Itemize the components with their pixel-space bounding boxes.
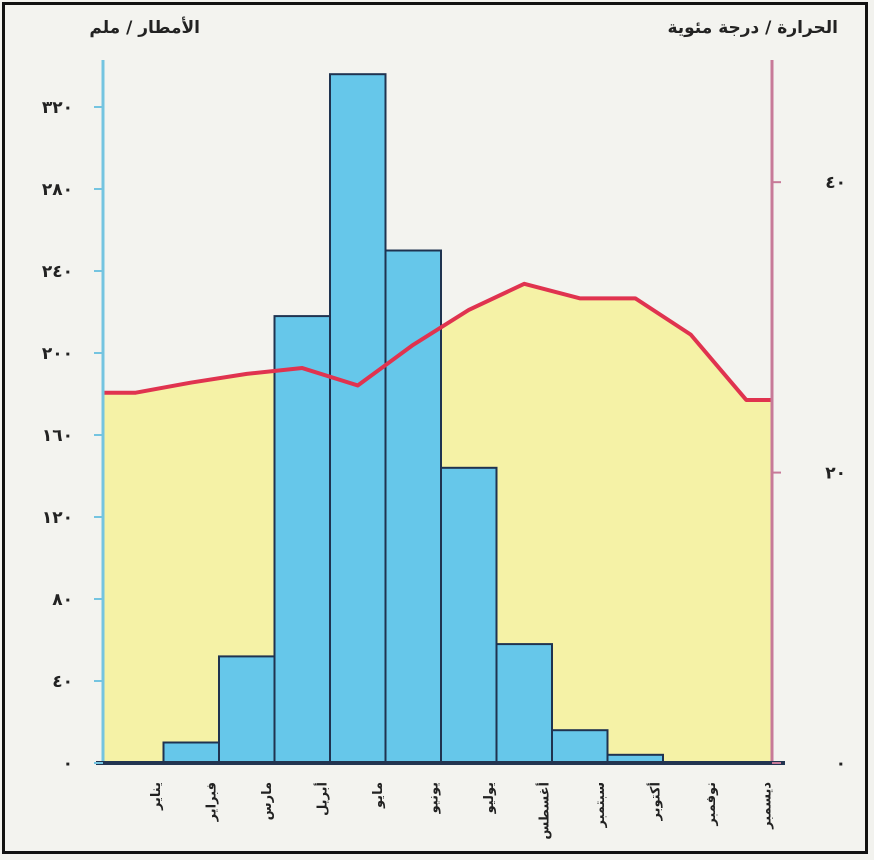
month-label: مارس <box>260 782 275 820</box>
month-label: أكتوبر <box>646 782 663 821</box>
right-tick-label: ٠ <box>836 754 846 774</box>
month-label: أبريل <box>313 782 330 816</box>
rainfall-bars <box>162 73 664 765</box>
left-axis-ticks: ٠ ٤٠ ٨٠ ١٢٠ ١٦٠ ٢٠٠ ٢٤٠ ٢٨٠ ٣٢٠ <box>42 98 103 774</box>
left-tick-label: ٤٠ <box>52 672 73 692</box>
month-label: يوليو <box>482 782 497 814</box>
temperature-line <box>103 281 772 402</box>
rain-bar-9 <box>551 729 609 765</box>
left-tick-label: ١٦٠ <box>42 426 73 446</box>
month-label: ديسمبر <box>759 782 774 830</box>
left-tick-label: ١٢٠ <box>42 508 73 528</box>
month-labels: يناير فبراير مارس أبريل مايو يونيو يوليو أغسطس س… <box>149 782 775 840</box>
month-label: يناير <box>149 782 164 811</box>
left-tick-label: ٢٨٠ <box>42 180 73 200</box>
left-axis-title: الأمطار / ملم <box>89 17 200 38</box>
month-label: فبراير <box>204 782 219 822</box>
month-label: يونيو <box>426 782 441 814</box>
month-label: مايو <box>371 782 386 809</box>
rain-bar-6 <box>384 249 442 764</box>
rain-bar-7 <box>440 466 498 764</box>
right-tick-label: ٤٠ <box>825 173 846 193</box>
left-tick-label: ٢٠٠ <box>42 344 73 364</box>
month-label: سبتمبر <box>593 782 608 829</box>
rain-bar-3 <box>218 655 276 765</box>
right-axis-title: الحرارة / درجة مئوية <box>667 18 838 38</box>
left-tick-label: ٨٠ <box>52 590 73 610</box>
month-label: أغسطس <box>535 782 552 840</box>
right-axis-ticks: ٠ ٢٠ ٤٠ <box>772 173 846 774</box>
rain-bar-5 <box>329 73 387 764</box>
left-tick-label: ٠ <box>63 754 73 774</box>
rain-bar-8 <box>495 643 553 764</box>
left-tick-label: ٣٢٠ <box>42 98 73 118</box>
left-tick-label: ٢٤٠ <box>42 262 73 282</box>
rain-bar-2 <box>162 741 220 764</box>
month-label: نوفمبر <box>704 782 719 827</box>
right-tick-label: ٢٠ <box>825 464 846 484</box>
rain-bar-4 <box>273 315 331 764</box>
